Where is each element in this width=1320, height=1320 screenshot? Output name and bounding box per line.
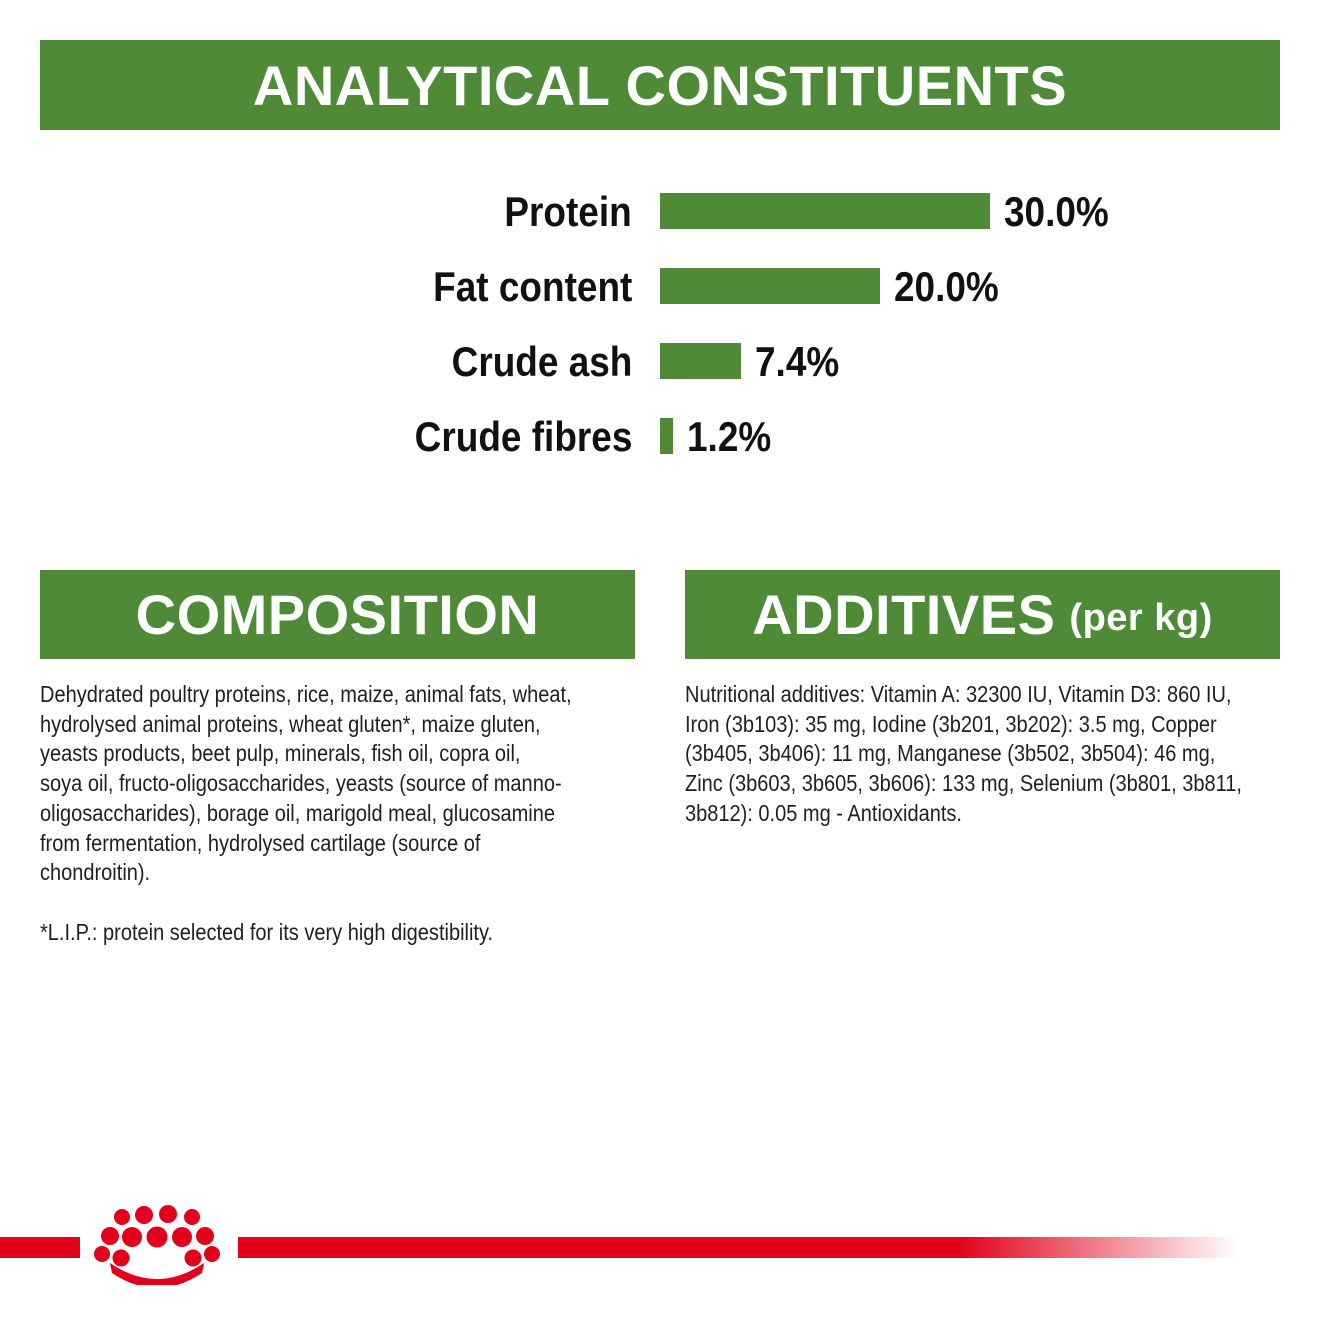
royal-canin-crown-icon [94, 1205, 220, 1285]
bar-value: 20.0% [894, 263, 999, 310]
bar-value: 1.2% [687, 413, 772, 460]
brand-line-right [238, 1237, 1238, 1258]
composition-header: COMPOSITION [40, 570, 635, 659]
bar-fill [660, 193, 990, 229]
bar-fill [660, 343, 741, 379]
bar-fill [660, 268, 880, 304]
bar-value: 30.0% [1004, 188, 1109, 235]
analytical-constituents-title: ANALYTICAL CONSTITUENTS [252, 53, 1068, 117]
additives-title: ADDITIVES [752, 583, 1056, 646]
additives-header: ADDITIVES (per kg) [685, 570, 1280, 659]
bar-label: Protein [504, 188, 632, 235]
bar-label: Crude fibres [414, 413, 632, 460]
additives-title-suffix: (per kg) [1069, 597, 1213, 639]
bar-row: Crude fibres 1.2% [0, 413, 1320, 460]
composition-footnote: *L.I.P.: protein selected for its very h… [40, 919, 494, 945]
composition-text: Dehydrated poultry proteins, rice, maize… [40, 681, 572, 886]
bar-value: 7.4% [755, 338, 840, 385]
bar-row: Protein 30.0% [0, 188, 1320, 235]
additives-text: Nutritional additives: Vitamin A: 32300 … [685, 681, 1242, 826]
composition-title: COMPOSITION [135, 583, 540, 646]
bar-row: Crude ash 7.4% [0, 338, 1320, 385]
brand-line-left [0, 1237, 80, 1258]
analytical-constituents-header: ANALYTICAL CONSTITUENTS [40, 40, 1280, 130]
bar-fill [660, 418, 673, 454]
bar-row: Fat content 20.0% [0, 263, 1320, 310]
bar-label: Crude ash [451, 338, 632, 385]
bar-label: Fat content [432, 263, 632, 310]
